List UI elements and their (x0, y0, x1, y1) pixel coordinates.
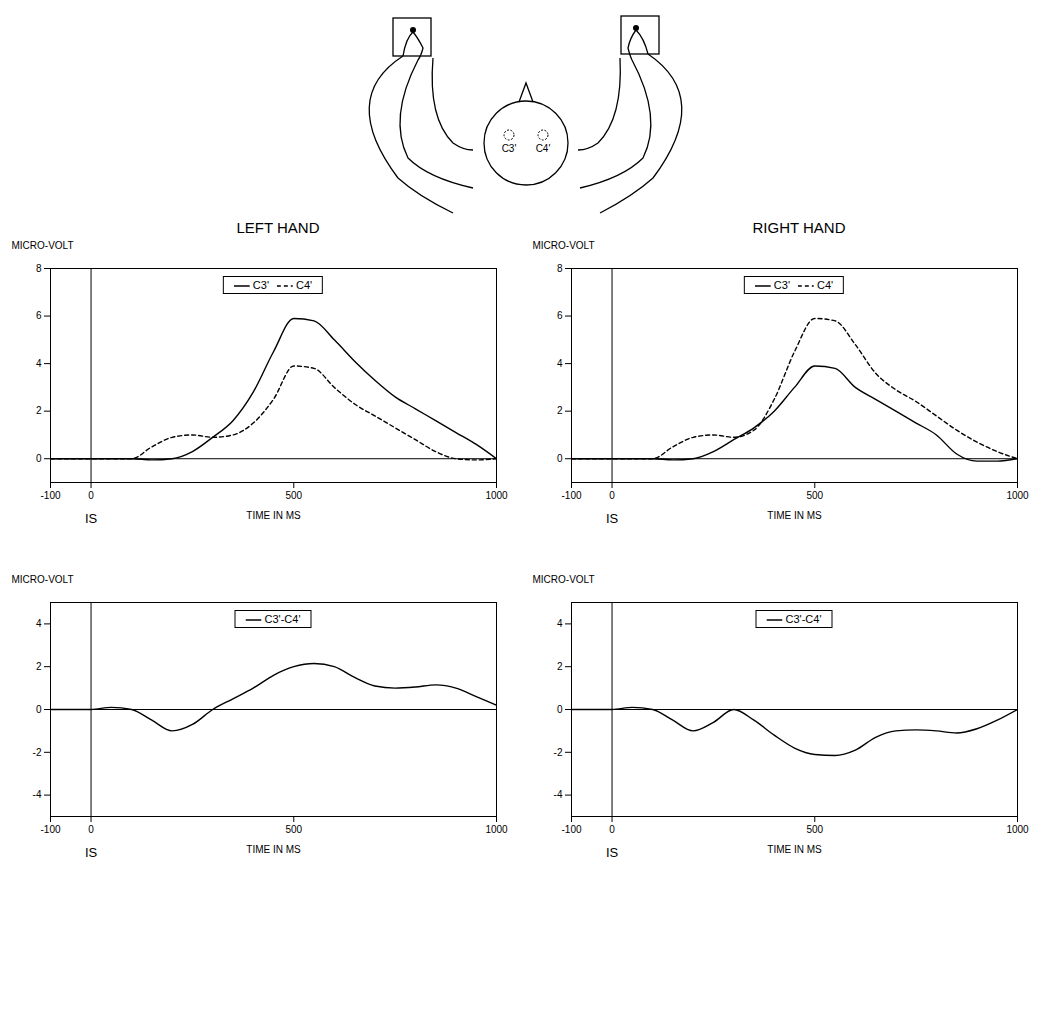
html-text:C3'-C4': C3'-C4' (264, 613, 301, 625)
svg-text:1000: 1000 (485, 824, 508, 835)
svg-text:MICRO-VOLT: MICRO-VOLT (12, 574, 74, 585)
svg-text:4: 4 (36, 358, 42, 369)
svg-text:0: 0 (36, 704, 42, 715)
svg-text:-100: -100 (40, 490, 60, 501)
html-text:C3'-C4': C3'-C4' (785, 613, 822, 625)
svg-text:8: 8 (36, 263, 42, 274)
html-text:C3': C3' (252, 279, 269, 291)
svg-text:TIME IN MS: TIME IN MS (246, 510, 301, 521)
svg-text:TIME IN MS: TIME IN MS (246, 844, 301, 855)
svg-text:IS: IS (606, 845, 619, 860)
svg-text:-100: -100 (561, 824, 581, 835)
svg-text:500: 500 (285, 490, 302, 501)
html-text:C4': C4' (817, 279, 834, 291)
svg-text:500: 500 (806, 824, 823, 835)
svg-text:6: 6 (557, 310, 563, 321)
html-text:LEFT HAND: LEFT HAND (236, 219, 320, 236)
svg-text:2: 2 (36, 661, 42, 672)
html-text:RIGHT HAND: RIGHT HAND (752, 219, 846, 236)
svg-text:1000: 1000 (1006, 824, 1029, 835)
svg-text:-2: -2 (33, 747, 42, 758)
svg-text:C4': C4' (536, 143, 551, 154)
svg-text:0: 0 (36, 453, 42, 464)
svg-text:4: 4 (557, 618, 563, 629)
svg-text:IS: IS (85, 511, 98, 526)
svg-text:0: 0 (557, 704, 563, 715)
svg-text:1000: 1000 (485, 490, 508, 501)
svg-text:C3': C3' (502, 143, 517, 154)
svg-text:-4: -4 (554, 789, 563, 800)
html-text:C3': C3' (773, 279, 790, 291)
svg-text:IS: IS (85, 845, 98, 860)
svg-text:-100: -100 (561, 490, 581, 501)
svg-text:MICRO-VOLT: MICRO-VOLT (12, 240, 74, 251)
svg-text:0: 0 (609, 824, 615, 835)
html-text:C4': C4' (296, 279, 313, 291)
svg-text:4: 4 (36, 618, 42, 629)
svg-text:2: 2 (557, 405, 563, 416)
svg-text:0: 0 (88, 490, 94, 501)
svg-text:-100: -100 (40, 824, 60, 835)
svg-text:0: 0 (609, 490, 615, 501)
svg-text:2: 2 (36, 405, 42, 416)
svg-text:0: 0 (88, 824, 94, 835)
svg-text:0: 0 (557, 453, 563, 464)
svg-text:6: 6 (36, 310, 42, 321)
svg-text:2: 2 (557, 661, 563, 672)
svg-text:TIME IN MS: TIME IN MS (767, 844, 822, 855)
svg-text:500: 500 (806, 490, 823, 501)
svg-text:IS: IS (606, 511, 619, 526)
svg-text:-4: -4 (33, 789, 42, 800)
svg-text:8: 8 (557, 263, 563, 274)
svg-text:TIME IN MS: TIME IN MS (767, 510, 822, 521)
svg-text:1000: 1000 (1006, 490, 1029, 501)
svg-text:500: 500 (285, 824, 302, 835)
svg-text:4: 4 (557, 358, 563, 369)
svg-text:MICRO-VOLT: MICRO-VOLT (533, 574, 595, 585)
svg-text:-2: -2 (554, 747, 563, 758)
svg-text:MICRO-VOLT: MICRO-VOLT (533, 240, 595, 251)
